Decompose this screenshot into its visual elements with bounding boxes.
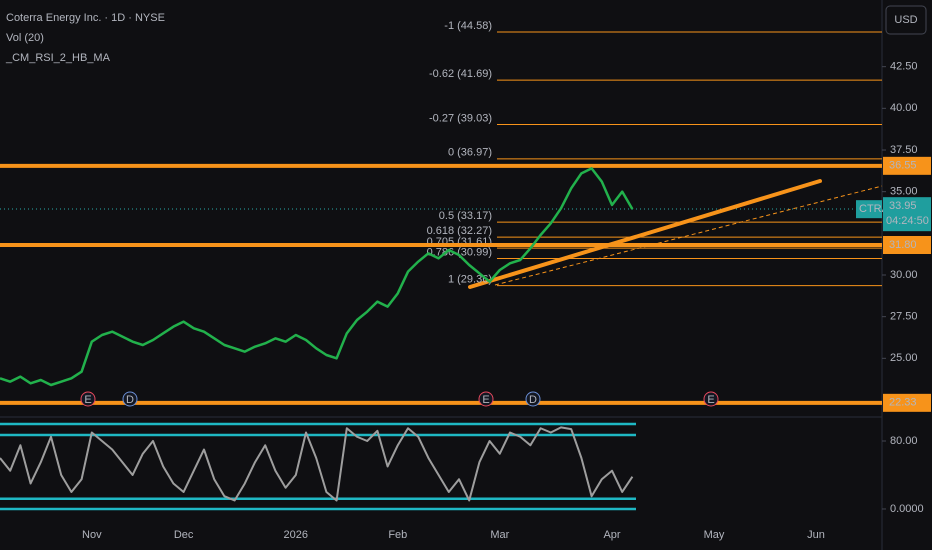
- x-tick-label: Nov: [82, 529, 102, 541]
- indicator-label: _CM_RSI_2_HB_MA: [5, 52, 111, 64]
- x-tick-label: Mar: [490, 529, 509, 541]
- fib-label: 0 (36.97): [448, 147, 492, 159]
- event-label: D: [529, 394, 537, 406]
- price-label: 33.95: [889, 200, 917, 212]
- y-tick-label: 35.00: [890, 186, 918, 198]
- event-marker: [80, 391, 96, 407]
- level-label: 36.55: [889, 160, 917, 172]
- event-label: E: [84, 394, 91, 406]
- level-badge: [883, 156, 931, 175]
- y-tick-label: 42.50: [890, 61, 918, 73]
- y-tick-label: 30.00: [890, 269, 918, 281]
- x-tick-label: May: [704, 529, 725, 541]
- currency-box[interactable]: [885, 5, 927, 35]
- trend-line-dashed: [494, 185, 883, 286]
- event-marker: [703, 391, 719, 407]
- x-tick-label: Feb: [388, 529, 407, 541]
- fib-label: -0.27 (39.03): [429, 112, 492, 124]
- countdown: 04:24:50: [886, 215, 929, 227]
- price-badge-axis: [883, 197, 931, 232]
- x-tick-label: Jun: [807, 529, 825, 541]
- fib-label: -0.62 (41.69): [429, 68, 492, 80]
- event-label: D: [126, 394, 134, 406]
- x-tick-label: 2026: [284, 529, 308, 541]
- symbol-label: CTRA: [859, 203, 890, 215]
- fib-label: -1 (44.58): [444, 20, 492, 32]
- event-marker: [122, 391, 138, 407]
- x-tick-label: Dec: [174, 529, 194, 541]
- y-tick-label: 80.00: [890, 435, 918, 447]
- level-badge: [883, 393, 931, 412]
- event-label: E: [707, 394, 714, 406]
- y-tick-label: 40.00: [890, 102, 918, 114]
- title: Coterra Energy Inc. · 1D · NYSE: [6, 12, 165, 24]
- y-tick-label: 0.0000: [890, 503, 924, 515]
- event-marker: [478, 391, 494, 407]
- price-line: [0, 167, 634, 387]
- fib-label: 0.618 (32.27): [427, 225, 492, 237]
- currency[interactable]: USD: [894, 14, 917, 26]
- level-label: 31.80: [889, 239, 917, 251]
- rsi-line: [0, 426, 634, 502]
- level-badge: [883, 236, 931, 254]
- trend-line: [468, 179, 822, 289]
- volume-label: Vol (20): [6, 32, 44, 44]
- event-label: E: [482, 394, 489, 406]
- level-label: 22.33: [889, 397, 917, 409]
- y-tick-label: 27.50: [890, 311, 918, 323]
- x-tick-label: Apr: [603, 529, 620, 541]
- fib-label: 1 (29.36): [448, 274, 492, 286]
- y-tick-label: 25.00: [890, 352, 918, 364]
- y-tick-label: 37.50: [890, 144, 918, 156]
- fib-label: 0.5 (33.17): [439, 210, 492, 222]
- event-marker: [525, 391, 541, 407]
- price-badge: [856, 200, 882, 219]
